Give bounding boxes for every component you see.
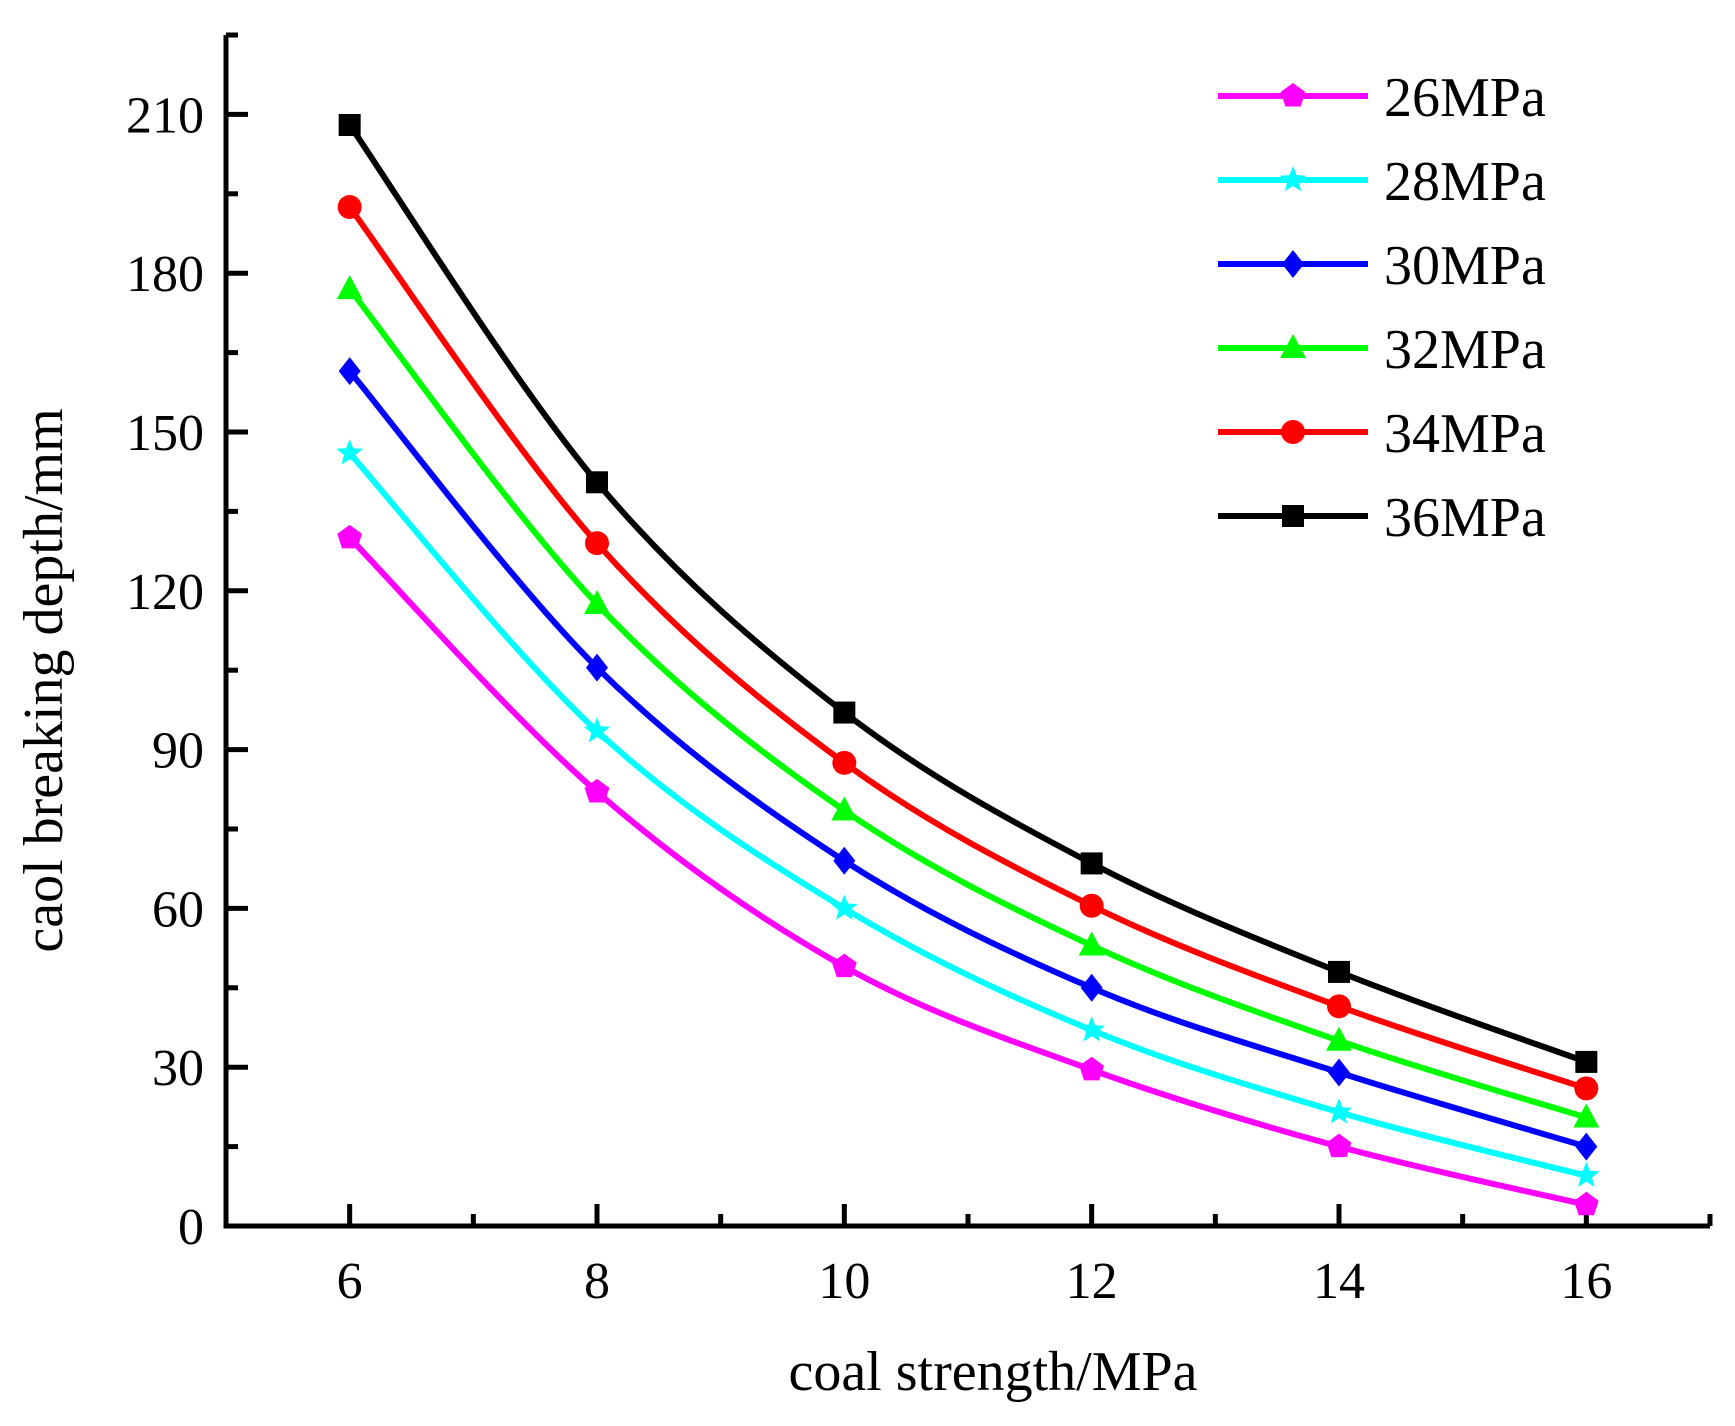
y-tick-label: 60 (152, 881, 204, 938)
series-line (347, 287, 1588, 1121)
series-line (347, 205, 1588, 1092)
data-point (1078, 1016, 1105, 1042)
y-tick-label: 120 (126, 564, 204, 621)
series-line (347, 535, 1587, 1208)
x-tick-label: 10 (818, 1253, 870, 1310)
legend-swatch-marker (1282, 505, 1304, 527)
series-28MPa (336, 439, 1600, 1187)
legend-label: 36MPa (1384, 487, 1546, 549)
data-point (1328, 960, 1350, 983)
legend-item: 28MPa (1218, 151, 1546, 213)
legend-label: 30MPa (1384, 235, 1546, 297)
data-point (337, 195, 362, 220)
legend-item: 30MPa (1218, 235, 1546, 297)
x-tick-label: 6 (337, 1253, 363, 1310)
x-tick-label: 12 (1066, 1253, 1118, 1310)
series-30MPa (338, 357, 1598, 1161)
data-point (584, 778, 610, 803)
legend-label: 32MPa (1384, 319, 1546, 381)
legend-swatch-marker (1279, 166, 1307, 192)
data-point (585, 531, 609, 556)
data-point (1573, 1161, 1600, 1187)
data-point (1326, 1026, 1352, 1051)
data-point (833, 846, 856, 875)
series-36MPa (338, 113, 1598, 1073)
data-point (831, 796, 858, 821)
data-point (1326, 1133, 1352, 1158)
data-point (336, 275, 363, 300)
x-axis-title: coal strength/MPa (788, 1341, 1197, 1403)
series-layer (336, 113, 1600, 1216)
data-point (338, 113, 361, 136)
y-tick-label: 90 (152, 723, 204, 780)
legend-label: 28MPa (1384, 151, 1546, 213)
data-point (1574, 1076, 1599, 1101)
data-point (832, 953, 857, 978)
data-point (1080, 852, 1103, 875)
y-tick-label: 30 (152, 1040, 204, 1097)
axes: 6 8 10 12 14 16 0 30 60 90 120 150 180 210 (126, 32, 1713, 1310)
legend: 26MPa 28MPa 30MPa 32MPa 34MPa 36MPa (1218, 67, 1546, 549)
data-point (586, 471, 608, 494)
y-tick-label: 0 (178, 1199, 204, 1256)
series-32MPa (336, 275, 1600, 1128)
data-point (337, 524, 362, 549)
x-tick-label: 8 (584, 1253, 610, 1310)
data-point (1327, 994, 1351, 1019)
x-tick-label: 14 (1313, 1253, 1365, 1310)
data-point (1573, 1103, 1600, 1128)
legend-item: 26MPa (1218, 67, 1546, 129)
legend-swatch-marker (1282, 250, 1304, 278)
legend-label: 34MPa (1384, 403, 1546, 465)
data-point (1079, 1056, 1104, 1081)
data-point (583, 717, 611, 743)
x-tick-label: 16 (1560, 1253, 1612, 1310)
data-point (1574, 1191, 1599, 1216)
data-point (1079, 893, 1104, 918)
series-line (347, 451, 1588, 1179)
legend-item: 36MPa (1218, 487, 1546, 549)
data-point (586, 653, 608, 682)
y-tick-label: 210 (126, 87, 204, 144)
data-point (1080, 973, 1103, 1002)
data-point (1575, 1050, 1598, 1073)
legend-label: 26MPa (1384, 67, 1546, 129)
data-point (584, 590, 610, 614)
data-point (833, 701, 856, 724)
y-tick-label: 180 (126, 246, 204, 303)
data-point (336, 439, 363, 465)
legend-item: 34MPa (1218, 403, 1546, 465)
series-34MPa (337, 195, 1599, 1101)
legend-swatch-marker (1280, 334, 1306, 358)
data-point (831, 894, 858, 920)
data-point (1575, 1132, 1598, 1161)
legend-swatch-marker (1281, 420, 1305, 444)
y-axis-title: caol breaking depth/mm (13, 408, 75, 952)
data-point (338, 357, 361, 386)
data-point (1325, 1098, 1353, 1124)
y-tick-label: 150 (126, 405, 204, 462)
data-point (1078, 931, 1105, 956)
data-point (1328, 1058, 1350, 1087)
data-point (832, 750, 857, 775)
series-26MPa (337, 524, 1599, 1216)
series-line (347, 369, 1588, 1150)
legend-item: 32MPa (1218, 319, 1546, 381)
series-line (347, 123, 1588, 1065)
legend-swatch-marker (1280, 83, 1306, 107)
